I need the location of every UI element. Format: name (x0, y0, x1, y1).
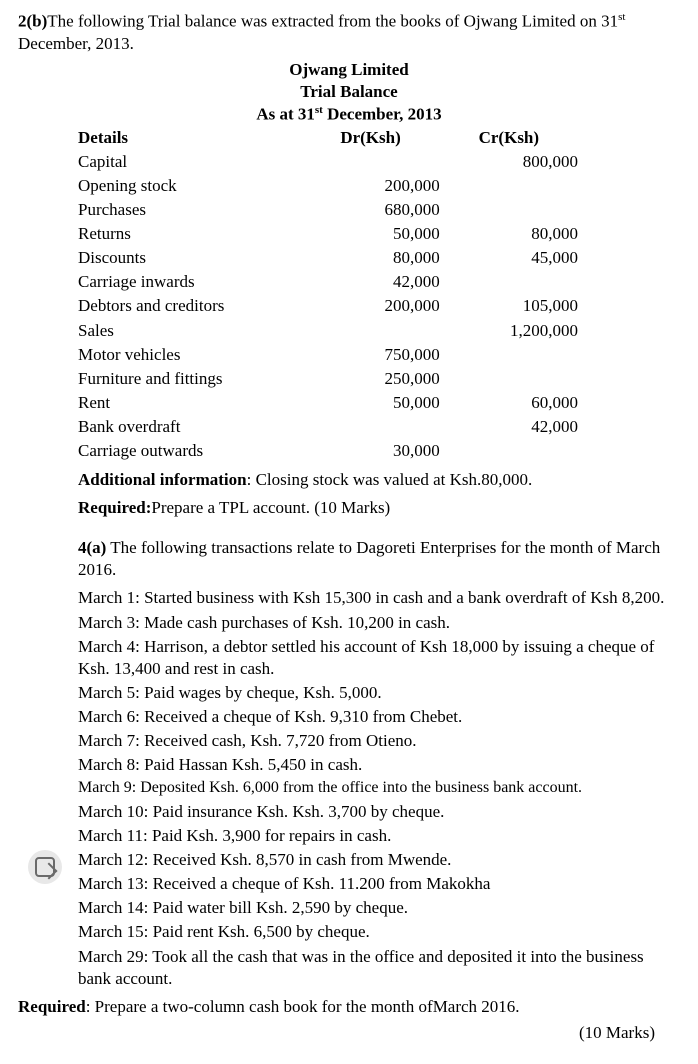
doc-title: Trial Balance (18, 81, 680, 103)
q4a-intro-text: The following transactions relate to Dag… (78, 538, 660, 579)
dr-cell: 750,000 (301, 343, 439, 367)
as-at-line: As at 31st December, 2013 (18, 103, 680, 126)
detail-cell: Debtors and creditors (78, 294, 301, 318)
q4a-required: Required: Prepare a two-column cash book… (18, 996, 680, 1018)
table-row: Furniture and fittings250,000 (78, 367, 578, 391)
dr-cell: 50,000 (301, 222, 439, 246)
cr-cell: 80,000 (440, 222, 578, 246)
transaction-line: March 14: Paid water bill Ksh. 2,590 by … (78, 897, 680, 919)
detail-cell: Returns (78, 222, 301, 246)
addinfo-label: Additional information (78, 470, 247, 489)
table-row: Opening stock200,000 (78, 174, 578, 198)
q4a-intro: 4(a) The following transactions relate t… (78, 537, 680, 581)
transaction-line: March 3: Made cash purchases of Ksh. 10,… (78, 612, 680, 634)
q2b-sup: st (618, 11, 625, 23)
transaction-line: March 15: Paid rent Ksh. 6,500 by cheque… (78, 921, 680, 943)
addinfo-text: : Closing stock was valued at Ksh.80,000… (247, 470, 533, 489)
table-row: Debtors and creditors200,000105,000 (78, 294, 578, 318)
col-cr: Cr(Ksh) (440, 126, 578, 150)
detail-cell: Capital (78, 150, 301, 174)
table-row: Returns50,00080,000 (78, 222, 578, 246)
cr-cell (440, 270, 578, 294)
transaction-line: March 12: Received Ksh. 8,570 in cash fr… (78, 849, 680, 871)
q2b-intro: 2(b)The following Trial balance was extr… (18, 10, 680, 55)
cr-cell: 800,000 (440, 150, 578, 174)
transaction-line: March 1: Started business with Ksh 15,30… (78, 587, 680, 609)
required-label: Required: (78, 498, 151, 517)
cr-cell (440, 198, 578, 222)
detail-cell: Furniture and fittings (78, 367, 301, 391)
dr-cell: 200,000 (301, 294, 439, 318)
cr-cell (440, 343, 578, 367)
table-row: Discounts80,00045,000 (78, 246, 578, 270)
transaction-line: March 9: Deposited Ksh. 6,000 from the o… (78, 778, 680, 799)
cr-cell: 42,000 (440, 415, 578, 439)
cr-cell (440, 174, 578, 198)
required-text: Prepare a TPL account. (10 Marks) (151, 498, 390, 517)
cr-cell: 45,000 (440, 246, 578, 270)
additional-info: Additional information: Closing stock wa… (78, 469, 680, 491)
table-row: Rent50,00060,000 (78, 391, 578, 415)
detail-cell: Opening stock (78, 174, 301, 198)
dr-cell: 200,000 (301, 174, 439, 198)
table-row: Purchases680,000 (78, 198, 578, 222)
dr-cell (301, 415, 439, 439)
detail-cell: Carriage inwards (78, 270, 301, 294)
table-row: Capital 800,000 (78, 150, 578, 174)
col-details: Details (78, 126, 301, 150)
dr-cell: 680,000 (301, 198, 439, 222)
asat-sup: st (315, 104, 323, 116)
q2b-intro-tail: December, 2013. (18, 34, 134, 53)
cr-cell: 1,200,000 (440, 319, 578, 343)
dr-cell: 30,000 (301, 439, 439, 463)
asat-post: December, 2013 (323, 105, 442, 124)
detail-cell: Rent (78, 391, 301, 415)
dr-cell: 42,000 (301, 270, 439, 294)
detail-cell: Motor vehicles (78, 343, 301, 367)
transaction-line: March 10: Paid insurance Ksh. Ksh. 3,700… (78, 801, 680, 823)
transaction-line: March 8: Paid Hassan Ksh. 5,450 in cash. (78, 754, 680, 776)
q2b-number: 2(b) (18, 12, 47, 31)
dr-cell: 250,000 (301, 367, 439, 391)
q2b-intro-text: The following Trial balance was extracte… (47, 12, 618, 31)
detail-cell: Bank overdraft (78, 415, 301, 439)
cr-cell: 60,000 (440, 391, 578, 415)
table-row: Bank overdraft 42,000 (78, 415, 578, 439)
table-row: Carriage outwards30,000 (78, 439, 578, 463)
q4a-number: 4(a) (78, 538, 106, 557)
asat-pre: As at 31 (256, 105, 315, 124)
q4a-marks: (10 Marks) (18, 1022, 680, 1044)
dr-cell (301, 319, 439, 343)
table-row: Carriage inwards42,000 (78, 270, 578, 294)
detail-cell: Sales (78, 319, 301, 343)
transaction-line: March 6: Received a cheque of Ksh. 9,310… (78, 706, 680, 728)
transaction-line: March 4: Harrison, a debtor settled his … (78, 636, 680, 680)
cr-cell (440, 439, 578, 463)
col-dr: Dr(Ksh) (301, 126, 439, 150)
transaction-line: March 29: Took all the cash that was in … (78, 946, 680, 990)
table-header-row: Details Dr(Ksh) Cr(Ksh) (78, 126, 578, 150)
dr-cell: 50,000 (301, 391, 439, 415)
transaction-line: March 13: Received a cheque of Ksh. 11.2… (78, 873, 680, 895)
trial-balance-table: Details Dr(Ksh) Cr(Ksh) Capital800,000Op… (78, 126, 578, 463)
detail-cell: Carriage outwards (78, 439, 301, 463)
q2b-required: Required:Prepare a TPL account. (10 Mark… (78, 497, 680, 519)
company-name: Ojwang Limited (18, 59, 680, 81)
transaction-line: March 5: Paid wages by cheque, Ksh. 5,00… (78, 682, 680, 704)
cr-cell: 105,000 (440, 294, 578, 318)
table-row: Sales 1,200,000 (78, 319, 578, 343)
table-row: Motor vehicles750,000 (78, 343, 578, 367)
detail-cell: Purchases (78, 198, 301, 222)
app-watermark-icon (28, 850, 62, 884)
transaction-line: March 11: Paid Ksh. 3,900 for repairs in… (78, 825, 680, 847)
transaction-line: March 7: Received cash, Ksh. 7,720 from … (78, 730, 680, 752)
cr-cell (440, 367, 578, 391)
q4a-transactions: March 1: Started business with Ksh 15,30… (78, 587, 680, 989)
detail-cell: Discounts (78, 246, 301, 270)
dr-cell (301, 150, 439, 174)
dr-cell: 80,000 (301, 246, 439, 270)
